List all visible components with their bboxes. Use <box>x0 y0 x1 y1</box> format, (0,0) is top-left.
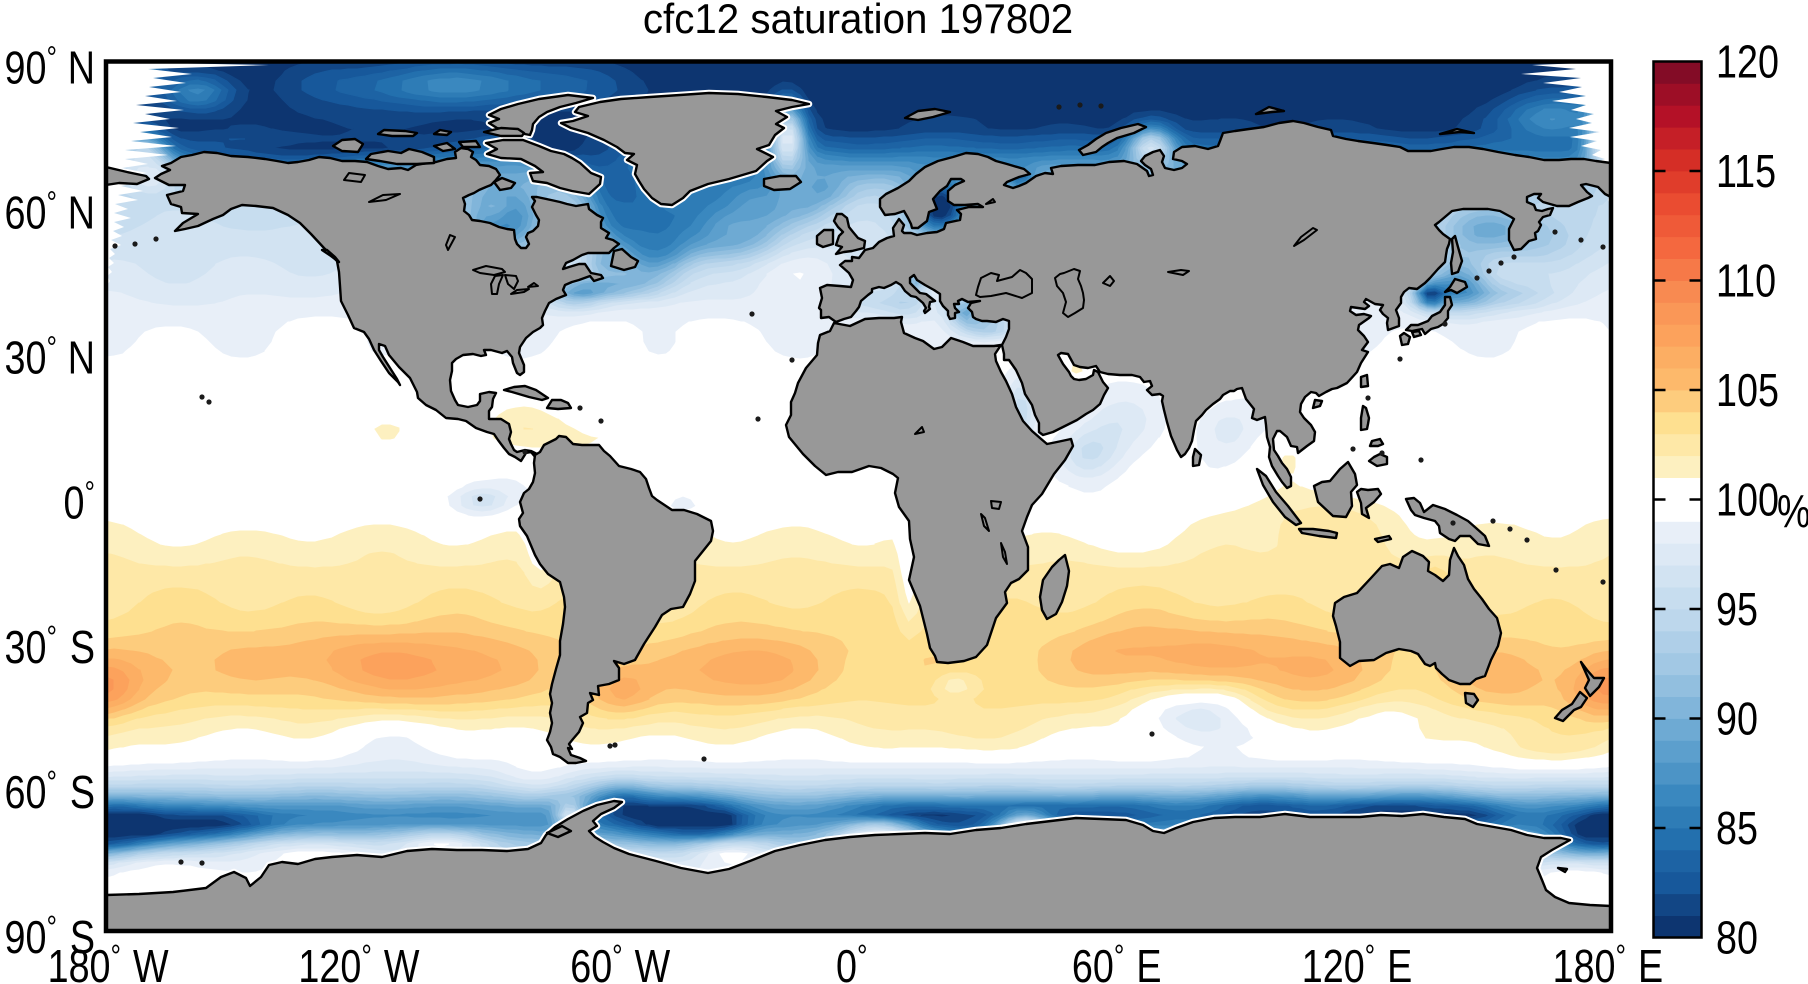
svg-text:W: W <box>133 940 169 984</box>
svg-text:%: % <box>1777 485 1808 536</box>
svg-text:N: N <box>68 187 95 238</box>
svg-text:W: W <box>384 940 420 984</box>
svg-text:105: 105 <box>1716 364 1779 415</box>
svg-text:90: 90 <box>1716 693 1758 744</box>
svg-text:180°: 180° <box>48 940 121 984</box>
svg-text:115: 115 <box>1716 145 1776 196</box>
svg-text:S: S <box>70 911 95 962</box>
svg-text:E: E <box>1387 940 1412 984</box>
svg-text:cfc12 saturation 197802: cfc12 saturation 197802 <box>643 0 1073 42</box>
svg-text:180°: 180° <box>1553 940 1626 984</box>
svg-text:85: 85 <box>1716 802 1758 853</box>
svg-text:W: W <box>635 940 671 984</box>
svg-text:E: E <box>1638 940 1663 984</box>
svg-text:110: 110 <box>1716 255 1776 306</box>
svg-text:S: S <box>70 622 95 673</box>
svg-text:95: 95 <box>1716 583 1758 634</box>
svg-text:80: 80 <box>1716 912 1758 963</box>
svg-text:120°: 120° <box>298 940 371 984</box>
svg-text:100: 100 <box>1716 474 1779 525</box>
svg-text:N: N <box>68 42 95 93</box>
svg-text:N: N <box>68 332 95 383</box>
svg-text:E: E <box>1136 940 1161 984</box>
svg-text:120°: 120° <box>1302 940 1375 984</box>
svg-text:S: S <box>70 767 95 818</box>
svg-text:120: 120 <box>1716 36 1779 87</box>
